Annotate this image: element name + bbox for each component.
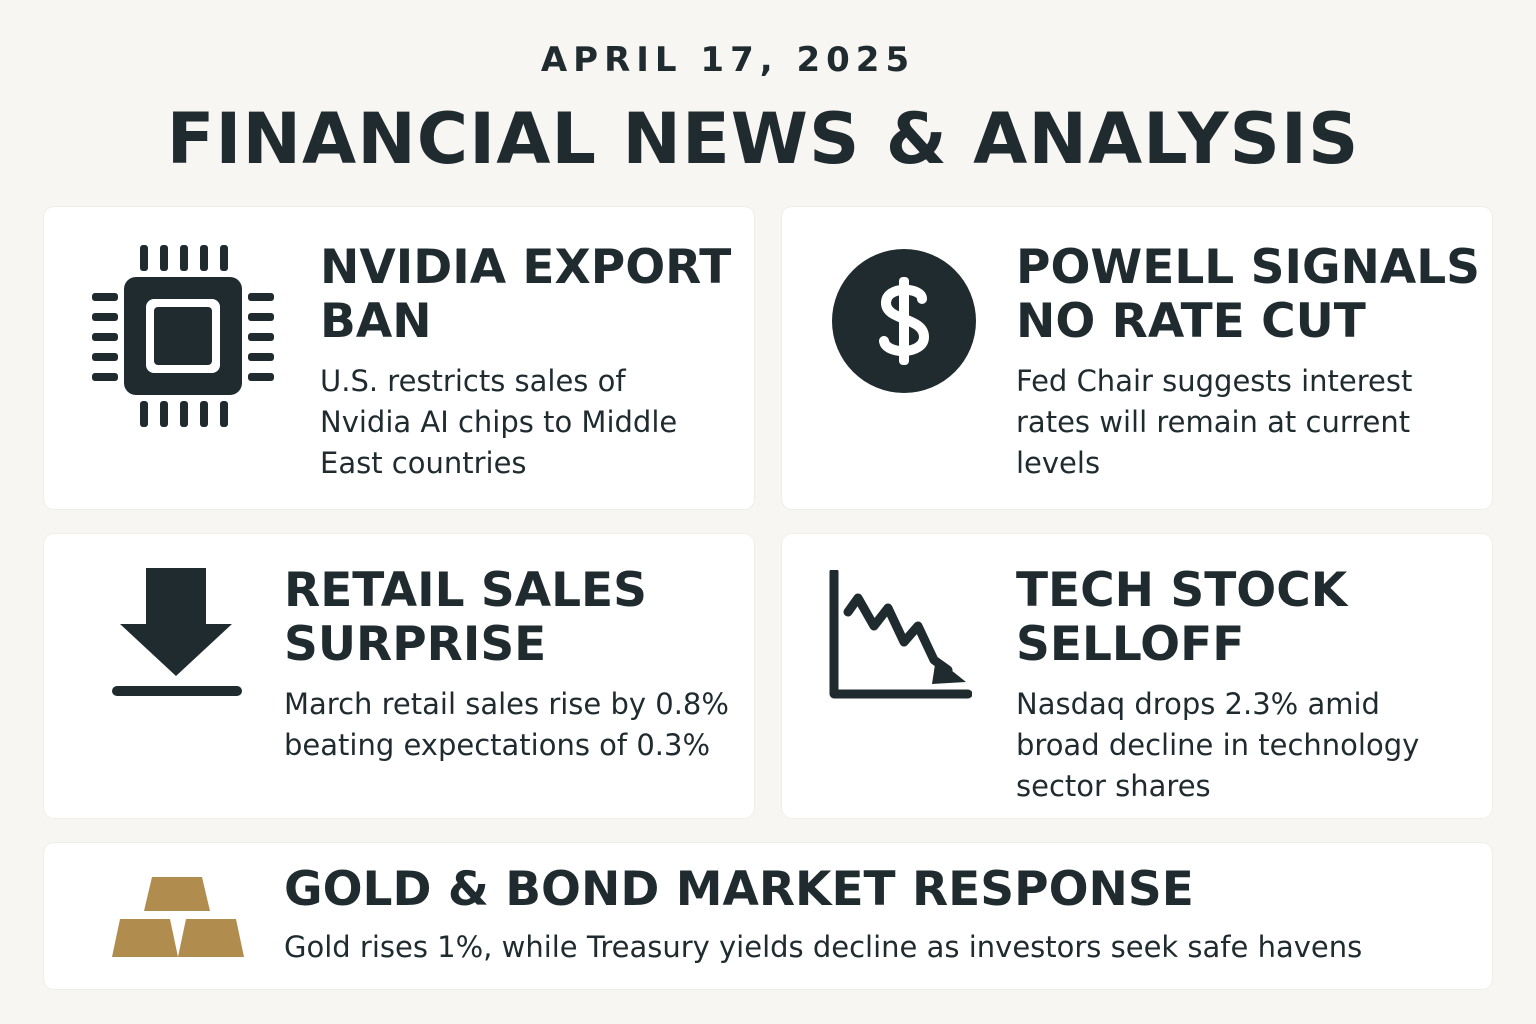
- news-card-nvidia: NVIDIA EXPORT BAN U.S. restricts sales o…: [44, 207, 754, 509]
- dollar-icon: [832, 249, 976, 393]
- description-line: Fed Chair suggests interest: [1016, 364, 1413, 398]
- card-heading: RETAIL SALES SURPRISE: [284, 564, 647, 672]
- card-description: U.S. restricts sales of Nvidia AI chips …: [320, 361, 677, 484]
- card-description: Gold rises 1%, while Treasury yields dec…: [284, 930, 1363, 964]
- description-line: levels: [1016, 446, 1101, 480]
- download-arrow-icon: [112, 566, 242, 698]
- description-line: broad decline in technology: [1016, 728, 1420, 762]
- heading-line: NO RATE CUT: [1016, 294, 1366, 349]
- news-card-gold: GOLD & BOND MARKET RESPONSE Gold rises 1…: [44, 843, 1492, 989]
- heading-line: TECH STOCK: [1016, 563, 1348, 618]
- description-line: East countries: [320, 446, 527, 480]
- card-description: Fed Chair suggests interest rates will r…: [1016, 361, 1412, 484]
- heading-line: RETAIL SALES: [284, 563, 648, 618]
- card-description: March retail sales rise by 0.8% beating …: [284, 684, 729, 766]
- heading-line: NVIDIA EXPORT: [320, 240, 732, 295]
- heading-line: SELLOFF: [1016, 617, 1245, 672]
- card-description: Nasdaq drops 2.3% amid broad decline in …: [1016, 684, 1419, 807]
- description-line: sector shares: [1016, 769, 1211, 803]
- description-line: Nvidia AI chips to Middle: [320, 405, 678, 439]
- gold-bars-icon: [112, 873, 244, 959]
- description-line: beating expectations of 0.3%: [284, 728, 711, 762]
- description-line: March retail sales rise by 0.8%: [284, 687, 729, 721]
- heading-line: BAN: [320, 294, 432, 349]
- heading-line: POWELL SIGNALS: [1016, 240, 1481, 295]
- news-card-tech: TECH STOCK SELLOFF Nasdaq drops 2.3% ami…: [782, 534, 1492, 818]
- card-heading: NVIDIA EXPORT BAN: [320, 241, 731, 349]
- heading-line: SURPRISE: [284, 617, 547, 672]
- news-card-retail: RETAIL SALES SURPRISE March retail sales…: [44, 534, 754, 818]
- description-line: rates will remain at current: [1016, 405, 1411, 439]
- declining-chart-icon: [828, 570, 972, 700]
- news-card-powell: POWELL SIGNALS NO RATE CUT Fed Chair sug…: [782, 207, 1492, 509]
- description-line: U.S. restricts sales of: [320, 364, 626, 398]
- page-title: FINANCIAL NEWS & ANALYSIS: [166, 98, 1360, 180]
- chip-icon: [92, 245, 274, 427]
- card-heading: GOLD & BOND MARKET RESPONSE: [284, 862, 1194, 917]
- date-line: APRIL 17, 2025: [540, 40, 916, 80]
- card-heading: TECH STOCK SELLOFF: [1016, 564, 1347, 672]
- card-heading: POWELL SIGNALS NO RATE CUT: [1016, 241, 1480, 349]
- description-line: Nasdaq drops 2.3% amid: [1016, 687, 1380, 721]
